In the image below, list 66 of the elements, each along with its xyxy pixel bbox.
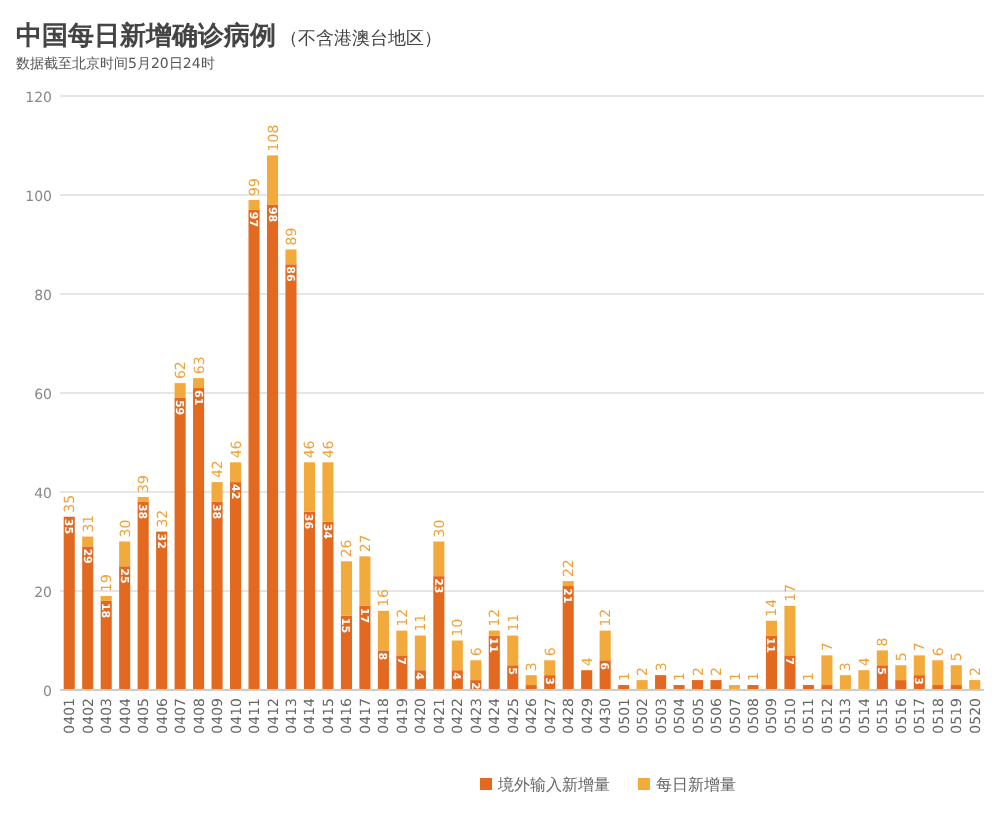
bar [193, 388, 205, 690]
bar [581, 670, 593, 690]
bar [322, 521, 334, 690]
bar [414, 635, 426, 671]
bar [562, 586, 574, 690]
bar [119, 541, 131, 567]
bar [858, 670, 870, 690]
chart-subtitle: （不含港澳台地区） [280, 28, 442, 50]
bar [433, 576, 445, 690]
bar [969, 680, 981, 690]
bar [174, 397, 186, 690]
bar [765, 620, 778, 636]
bar [433, 541, 445, 577]
bar [100, 595, 112, 601]
bar [932, 660, 944, 686]
bar [303, 511, 316, 690]
bar [266, 204, 279, 690]
bar [266, 155, 279, 205]
bar [137, 496, 149, 502]
bar [950, 665, 962, 686]
bar [451, 640, 463, 671]
bar [285, 264, 297, 690]
bar [784, 605, 796, 656]
bar [895, 665, 907, 681]
bar [82, 536, 94, 547]
bar [377, 610, 389, 651]
bar [710, 680, 722, 690]
bar [322, 462, 334, 522]
bar [248, 209, 260, 690]
bar [137, 501, 149, 690]
bar [63, 516, 75, 690]
bar [359, 556, 371, 606]
bar [340, 561, 352, 616]
bar [655, 675, 667, 690]
bar [230, 462, 242, 483]
bar [119, 566, 131, 690]
legend-label: 境外输入新增量 [496, 776, 610, 794]
bar [895, 680, 907, 690]
bar [303, 462, 316, 512]
bar [599, 630, 611, 661]
bar [525, 675, 537, 686]
bar [839, 675, 851, 690]
bar [211, 482, 223, 502]
bar [507, 635, 519, 666]
bar [285, 249, 297, 265]
bar [562, 581, 574, 587]
bar [248, 199, 260, 210]
bar [396, 630, 408, 656]
bar [193, 378, 205, 389]
bar [359, 605, 371, 690]
bar [488, 630, 500, 636]
bar [636, 680, 648, 690]
bar [470, 660, 482, 681]
bar [544, 660, 556, 676]
bar [692, 680, 704, 690]
bar [913, 655, 925, 676]
bar [156, 531, 168, 690]
legend-label: 每日新增量 [656, 776, 736, 794]
bar [230, 482, 242, 690]
bar [784, 655, 796, 690]
chart-title: 中国每日新增确诊病例 [16, 20, 276, 52]
bar [876, 650, 888, 666]
bar [82, 546, 94, 690]
bar [821, 655, 833, 686]
bar [174, 383, 186, 398]
bar [211, 501, 223, 690]
